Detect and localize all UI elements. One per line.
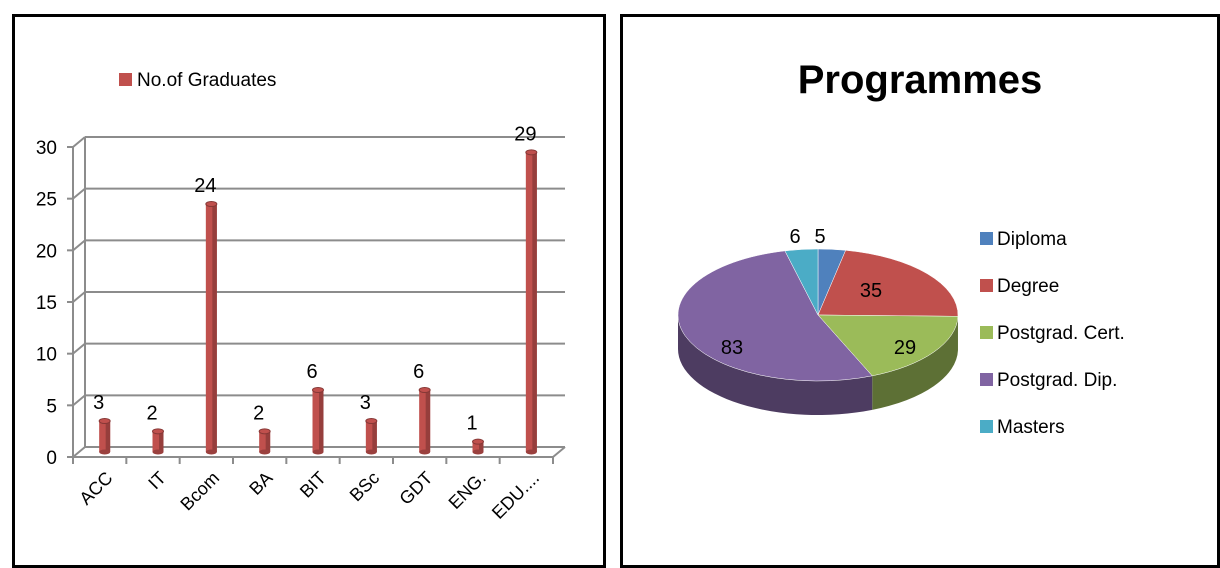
legend-swatch	[980, 420, 993, 433]
bar-base	[526, 450, 537, 455]
bar-base	[99, 450, 110, 455]
gridline-side	[73, 395, 85, 405]
x-tick-label: BIT	[296, 468, 330, 502]
bar-chart: 0 5 10 15 20 25 30 3 ACC 2 IT 24 Bcom 2 BA 6 BIT 3 BSc 6 GDT…	[15, 17, 603, 565]
data-label: 29	[514, 123, 536, 145]
bar-base	[366, 450, 377, 455]
y-tick-label: 30	[36, 138, 57, 159]
legend-swatch	[980, 232, 993, 245]
data-label: 1	[466, 413, 477, 435]
bar	[153, 429, 164, 455]
legend-label: Masters	[997, 417, 1065, 438]
y-tick-label: 0	[46, 448, 57, 469]
legend-label: No.of Graduates	[137, 70, 276, 91]
y-tick-label: 25	[36, 190, 57, 211]
bar-shade	[212, 204, 217, 452]
data-label: 6	[306, 361, 317, 383]
data-label: 2	[253, 402, 264, 424]
bar-top	[313, 388, 324, 393]
legend-swatch	[119, 73, 132, 86]
bar-base	[259, 450, 270, 455]
floor-edge	[553, 447, 565, 457]
gridline-side	[73, 447, 85, 457]
bar	[366, 419, 377, 455]
bar	[473, 439, 484, 454]
bar	[206, 202, 217, 455]
bar	[99, 419, 110, 455]
bar-shade	[159, 431, 164, 452]
bar-top	[206, 202, 217, 207]
bar-top	[366, 419, 377, 424]
pie-chart-title: Programmes	[798, 58, 1043, 102]
bar-shade	[106, 421, 111, 452]
bar-base	[473, 450, 484, 455]
gridline-side	[73, 292, 85, 302]
bar-top	[473, 439, 484, 444]
bar-chart-panel: 0 5 10 15 20 25 30 3 ACC 2 IT 24 Bcom 2 BA 6 BIT 3 BSc 6 GDT…	[12, 14, 606, 568]
bar-top	[259, 429, 270, 434]
x-tick-label: BA	[245, 468, 276, 499]
bar-base	[313, 450, 324, 455]
bar-top	[526, 150, 537, 155]
data-label: 3	[360, 392, 371, 414]
y-tick-label: 10	[36, 345, 57, 366]
pie-chart-panel: Programmes 5 35 29 83 6 Diploma Degree Postgrad…	[620, 14, 1220, 568]
pie-data-label: 35	[860, 280, 882, 302]
x-tick-label: EDU....	[488, 468, 543, 523]
pie-data-label: 5	[814, 226, 825, 248]
bar-base	[206, 450, 217, 455]
bar	[259, 429, 270, 455]
legend-label: Postgrad. Cert.	[997, 323, 1125, 344]
legend-label: Diploma	[997, 229, 1067, 250]
gridline-side	[73, 344, 85, 354]
bar-top	[99, 419, 110, 424]
x-tick-label: Bcom	[176, 468, 223, 515]
bar-shade	[532, 152, 537, 452]
gridline-side	[73, 189, 85, 199]
legend-label: Postgrad. Dip.	[997, 370, 1117, 391]
gridline-side	[73, 240, 85, 250]
bar-shade	[426, 390, 431, 452]
data-label: 6	[413, 361, 424, 383]
pie-data-label: 83	[721, 337, 743, 359]
pie-chart: Programmes 5 35 29 83 6 Diploma Degree Postgrad…	[623, 17, 1217, 565]
data-label: 24	[194, 175, 216, 197]
y-tick-label: 15	[36, 293, 57, 314]
bar	[526, 150, 537, 455]
bar-top	[419, 388, 430, 393]
pie-data-label: 6	[789, 226, 800, 248]
x-tick-label: ENG.	[445, 468, 490, 513]
bar-base	[419, 450, 430, 455]
legend-swatch	[980, 373, 993, 386]
bar	[419, 388, 430, 455]
legend-swatch	[980, 326, 993, 339]
y-tick-label: 5	[46, 396, 57, 417]
legend-swatch	[980, 279, 993, 292]
bar-shade	[372, 421, 377, 452]
x-tick-label: BSc	[346, 468, 383, 505]
legend-label: Degree	[997, 276, 1059, 297]
bar-shade	[266, 431, 271, 452]
data-label: 3	[93, 392, 104, 414]
x-tick-label: ACC	[75, 468, 116, 509]
x-tick-label: GDT	[395, 468, 436, 509]
data-label: 2	[146, 402, 157, 424]
y-tick-label: 20	[36, 241, 57, 262]
pie-data-label: 29	[894, 337, 916, 359]
bar-shade	[319, 390, 324, 452]
bar-base	[153, 450, 164, 455]
gridline-side	[73, 137, 85, 147]
bar-top	[153, 429, 164, 434]
x-tick-label: IT	[144, 468, 169, 493]
bar	[313, 388, 324, 455]
